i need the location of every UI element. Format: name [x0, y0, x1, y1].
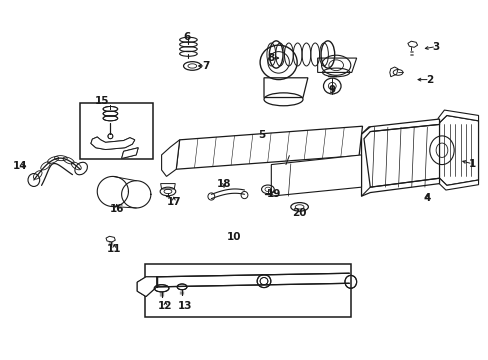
Polygon shape — [361, 119, 439, 196]
Text: 14: 14 — [13, 161, 27, 171]
Text: 18: 18 — [216, 179, 231, 189]
Bar — [144, 264, 350, 317]
Polygon shape — [161, 140, 179, 176]
Text: 20: 20 — [292, 208, 306, 218]
Polygon shape — [122, 148, 138, 158]
Text: 10: 10 — [226, 232, 241, 242]
Text: 9: 9 — [328, 85, 335, 95]
Polygon shape — [264, 78, 307, 98]
Text: 6: 6 — [183, 32, 191, 42]
Polygon shape — [271, 155, 361, 196]
Polygon shape — [137, 277, 157, 297]
Text: 17: 17 — [166, 197, 181, 207]
Text: 7: 7 — [202, 61, 209, 71]
Polygon shape — [137, 277, 157, 297]
Bar — [80, 103, 153, 159]
Polygon shape — [160, 184, 175, 189]
Text: 12: 12 — [158, 301, 172, 311]
Text: 4: 4 — [423, 193, 430, 203]
Polygon shape — [317, 58, 356, 72]
Text: 11: 11 — [107, 244, 122, 254]
Polygon shape — [439, 116, 478, 185]
Polygon shape — [176, 126, 362, 169]
Polygon shape — [91, 137, 135, 149]
Text: 19: 19 — [266, 189, 281, 199]
Text: 2: 2 — [426, 75, 432, 85]
Text: 3: 3 — [431, 42, 439, 51]
Text: 1: 1 — [468, 159, 475, 169]
Text: 13: 13 — [178, 301, 192, 311]
Polygon shape — [122, 148, 138, 158]
Polygon shape — [437, 178, 478, 190]
Text: 16: 16 — [109, 204, 124, 214]
Text: 5: 5 — [257, 130, 264, 140]
Text: 15: 15 — [95, 96, 109, 106]
Polygon shape — [106, 236, 115, 242]
Polygon shape — [91, 137, 135, 149]
Polygon shape — [437, 110, 478, 123]
Polygon shape — [389, 67, 397, 77]
Text: 8: 8 — [267, 53, 274, 63]
Polygon shape — [407, 41, 417, 47]
